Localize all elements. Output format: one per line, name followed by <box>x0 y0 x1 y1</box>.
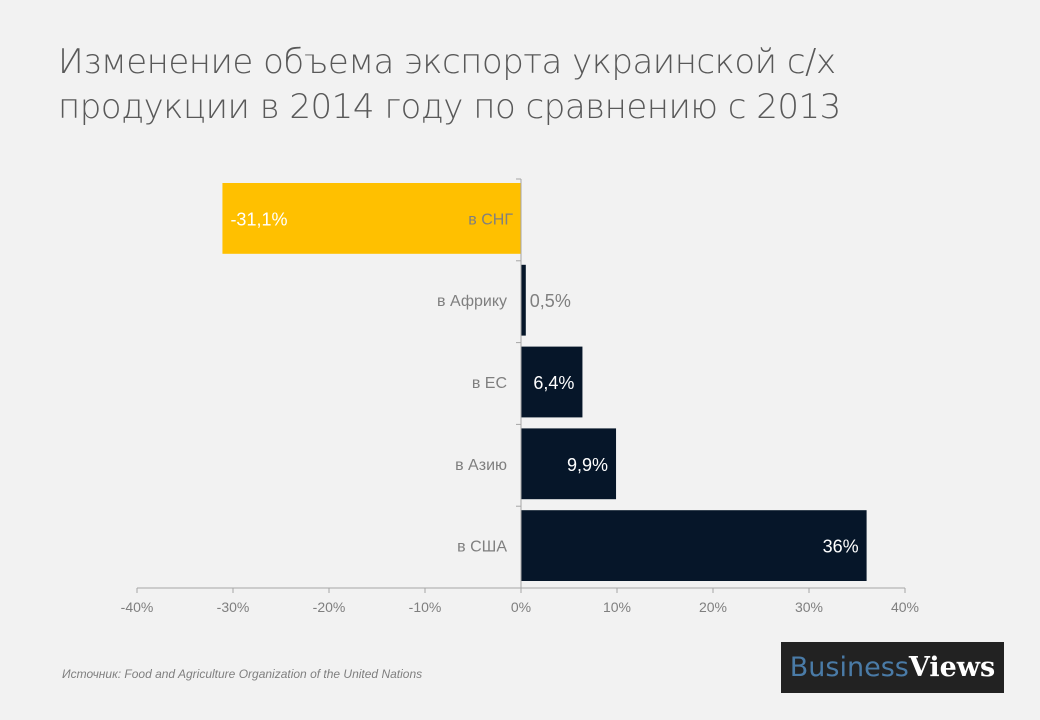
data-label: 6,4% <box>533 373 574 393</box>
category-label: в США <box>457 539 507 556</box>
bar <box>521 428 617 500</box>
category-label: в Азию <box>455 457 507 474</box>
data-label: 9,9% <box>567 455 608 475</box>
businessviews-logo: Business Views <box>781 642 1004 693</box>
logo-part1: Business <box>789 652 909 683</box>
category-label: в ЕС <box>472 375 507 392</box>
category-label: в Африку <box>437 293 507 310</box>
x-tick-label: -20% <box>313 599 346 615</box>
data-label: 0,5% <box>530 291 571 311</box>
x-tick-label: 0% <box>511 599 531 615</box>
data-label: -31,1% <box>230 209 287 229</box>
x-tick-label: -30% <box>217 599 250 615</box>
x-tick-label: 20% <box>699 599 727 615</box>
x-tick-label: 10% <box>603 599 631 615</box>
category-label: в СНГ <box>468 211 513 228</box>
chart-title: Изменение объема экспорта украинской с/х… <box>58 42 841 127</box>
x-tick-label: 30% <box>795 599 823 615</box>
source-note: Источник: Food and Agriculture Organizat… <box>62 667 423 681</box>
logo-part2: Views <box>908 652 996 683</box>
bar <box>521 510 867 581</box>
x-tick-label: 40% <box>891 599 919 615</box>
bar <box>521 264 526 336</box>
bar <box>222 183 521 254</box>
x-tick-label: -40% <box>121 599 154 615</box>
x-tick-label: -10% <box>409 599 442 615</box>
data-label: 36% <box>823 537 859 557</box>
bar <box>521 346 583 418</box>
